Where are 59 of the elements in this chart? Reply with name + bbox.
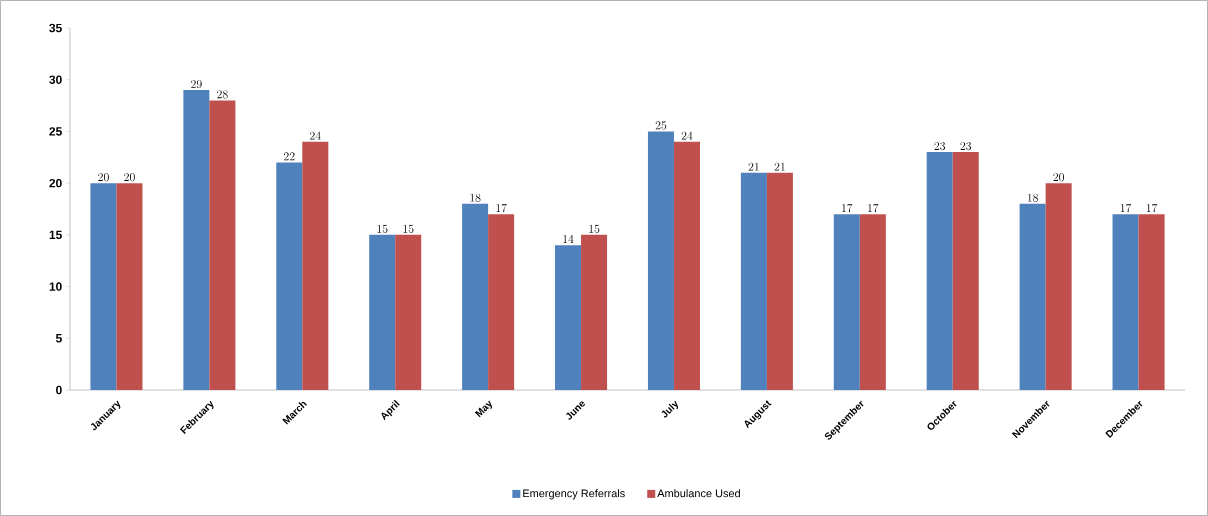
bar [1019,203,1046,390]
data-label: 28 [217,90,228,99]
data-label: 17 [496,203,507,213]
y-tick-label: 35 [49,23,62,33]
data-label: 17 [1120,203,1132,213]
bar [859,214,886,390]
bar [90,183,117,390]
bar [1112,214,1139,390]
legend-label: Ambulance Used [657,489,740,498]
data-label: 15 [589,224,600,233]
data-label: 22 [284,152,295,161]
bar [395,234,422,390]
y-tick-label: 25 [49,127,62,136]
data-label: 17 [868,203,879,213]
data-label: 23 [960,141,972,151]
data-label: 20 [98,173,109,182]
y-tick-label: 10 [49,282,62,291]
bar [555,245,582,390]
data-label: 18 [1027,193,1038,202]
bar [952,152,979,390]
bar [276,162,303,390]
bar [926,152,953,390]
data-label: 21 [748,162,759,171]
y-tick-label: 15 [49,230,62,240]
bar [740,172,767,390]
data-label: 14 [563,234,574,244]
bar [369,234,396,390]
bar [1045,183,1072,390]
bar [209,100,236,390]
x-tick-label: May [474,400,493,418]
data-label: 15 [377,224,388,233]
data-label: 17 [842,203,853,213]
bar [302,141,329,390]
bar [183,90,210,390]
data-label: 17 [1146,203,1158,213]
data-label: 23 [934,141,946,151]
bar [647,131,674,390]
bar [581,234,608,390]
data-label: 21 [774,162,785,171]
bar [488,214,515,390]
data-label: 18 [470,193,481,202]
data-label: 25 [655,121,667,130]
y-tick-label: 5 [55,334,62,343]
bar [116,183,143,390]
bar [462,203,489,390]
data-label: 29 [191,79,202,89]
y-tick-label: 0 [56,385,62,395]
bar [673,141,700,390]
data-label: 15 [403,224,414,233]
data-label: 24 [310,131,321,140]
data-label: 20 [1053,173,1064,182]
legend-label: Emergency Referrals [523,489,625,500]
data-label: 24 [681,131,693,140]
bar [1138,214,1165,390]
data-label: 20 [124,173,135,182]
y-tick-label: 30 [49,75,62,84]
bar [833,214,860,390]
bar [766,172,793,390]
y-tick-label: 20 [49,178,62,188]
